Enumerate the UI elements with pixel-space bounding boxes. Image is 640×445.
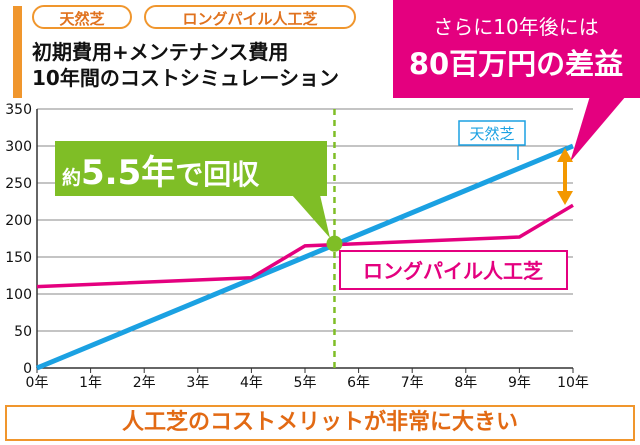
x-tick-label: 2年 — [133, 375, 156, 391]
x-tick-label: 4年 — [240, 375, 263, 391]
y-tick-label: 200 — [5, 213, 32, 229]
y-tick-label: 150 — [5, 250, 32, 266]
breakeven-callout-pointer — [292, 195, 330, 238]
top-callout-line-1: さらに10年後には — [433, 15, 598, 39]
x-tick-label: 10年 — [557, 375, 589, 391]
y-tick-label: 0 — [23, 361, 32, 377]
series-label-natural: 天然芝 — [469, 125, 514, 143]
x-tick-label: 5年 — [294, 375, 317, 391]
x-tick-label: 9年 — [508, 375, 531, 391]
x-tick-label: 7年 — [401, 375, 424, 391]
x-tick-label: 8年 — [454, 375, 477, 391]
breakeven-callout — [55, 141, 327, 196]
top-callout-line-2: 80百万円の差益 — [409, 47, 623, 81]
series-line-artificial — [36, 203, 574, 289]
breakeven-callout-text: 約5.5年で回収 — [62, 153, 260, 193]
title-accent-bar — [13, 6, 22, 98]
y-tick-label: 350 — [5, 102, 32, 118]
series-label-natural-box — [458, 120, 526, 146]
series-label-artificial-box — [339, 250, 568, 290]
title-line-1: 初期費用+メンテナンス費用 — [32, 40, 289, 64]
y-tick-label: 100 — [5, 287, 32, 303]
footer-message: 人工芝のコストメリットが非常に大きい — [5, 405, 635, 441]
breakeven-point — [326, 235, 343, 252]
title-line-2: 10年間のコストシミュレーション — [32, 66, 340, 90]
top-callout-pointer — [570, 96, 626, 162]
x-tick-label: 1年 — [79, 375, 102, 391]
series-label-artificial: ロングパイル人工芝 — [363, 259, 543, 283]
x-tick-label: 0年 — [26, 375, 49, 391]
y-tick-label: 50 — [14, 324, 32, 340]
difference-arrow — [557, 148, 573, 205]
tag-natural-turf: 天然芝 — [32, 5, 132, 29]
series-line-natural — [36, 143, 574, 371]
x-tick-label: 6年 — [347, 375, 370, 391]
y-tick-label: 300 — [5, 139, 32, 155]
top-callout — [393, 0, 640, 98]
y-tick-label: 250 — [5, 176, 32, 192]
x-tick-label: 3年 — [186, 375, 209, 391]
tag-longpile-turf: ロングパイル人工芝 — [144, 5, 356, 29]
